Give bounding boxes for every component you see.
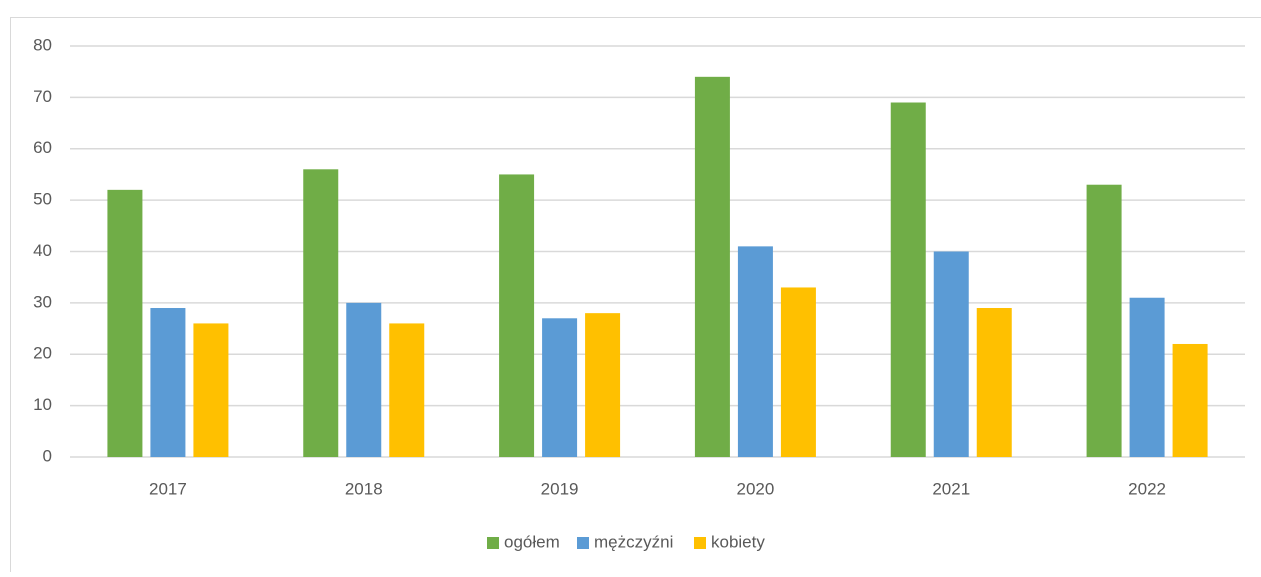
y-tick-label: 0: [43, 446, 52, 465]
bar: [1130, 298, 1165, 457]
x-tick-label: 2020: [737, 479, 775, 498]
legend-swatch: [694, 537, 706, 549]
y-tick-label: 20: [33, 344, 52, 363]
bar: [585, 313, 620, 457]
bar: [781, 287, 816, 457]
bar: [193, 323, 228, 457]
bar: [934, 252, 969, 458]
legend-swatch: [487, 537, 499, 549]
chart-border: [11, 18, 1261, 573]
bar: [1173, 344, 1208, 457]
bar: [738, 246, 773, 457]
x-tick-label: 2021: [932, 479, 970, 498]
x-tick-label: 2018: [345, 479, 383, 498]
y-tick-label: 10: [33, 395, 52, 414]
bar: [1087, 185, 1122, 457]
bar: [303, 169, 338, 457]
legend-label: kobiety: [711, 532, 765, 551]
bar: [977, 308, 1012, 457]
y-tick-label: 40: [33, 241, 52, 260]
y-tick-label: 70: [33, 87, 52, 106]
bar: [389, 323, 424, 457]
x-tick-label: 2022: [1128, 479, 1166, 498]
bar: [150, 308, 185, 457]
x-tick-label: 2017: [149, 479, 187, 498]
y-tick-label: 30: [33, 292, 52, 311]
bar: [542, 318, 577, 457]
x-tick-label: 2019: [541, 479, 579, 498]
bar: [891, 103, 926, 457]
y-tick-label: 50: [33, 190, 52, 209]
bar: [346, 303, 381, 457]
legend-label: mężczyźni: [594, 532, 673, 551]
bar: [107, 190, 142, 457]
bar: [499, 174, 534, 457]
bar: [695, 77, 730, 457]
y-tick-label: 80: [33, 35, 52, 54]
legend-label: ogółem: [504, 532, 560, 551]
y-tick-label: 60: [33, 138, 52, 157]
legend-swatch: [577, 537, 589, 549]
